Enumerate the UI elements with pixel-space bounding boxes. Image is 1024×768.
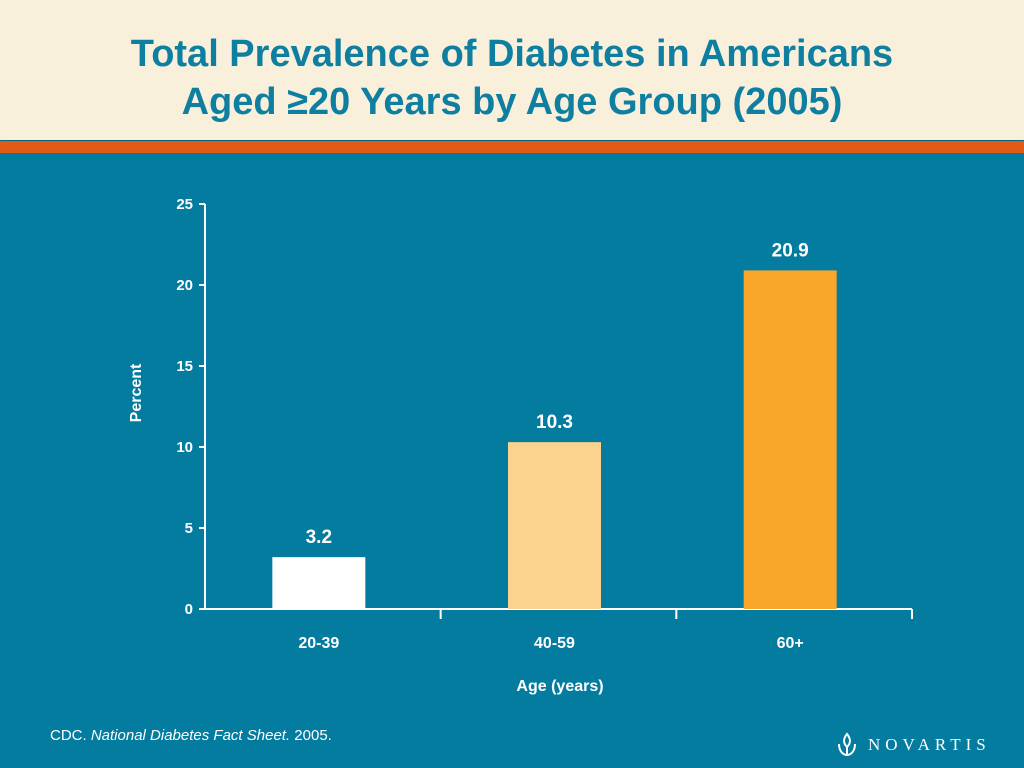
x-tick-label: 20-39 xyxy=(298,635,339,652)
source-citation: CDC. National Diabetes Fact Sheet. 2005. xyxy=(50,727,332,744)
source-title: National Diabetes Fact Sheet. xyxy=(90,727,291,744)
x-tick-label: 60+ xyxy=(777,635,804,652)
source-year: 2005. xyxy=(290,727,332,744)
y-axis-title: Percent xyxy=(128,363,145,422)
y-tick-label: 25 xyxy=(176,196,193,213)
bar-20-39 xyxy=(272,557,366,609)
novartis-flame-icon xyxy=(838,732,856,757)
bar-value-label: 20.9 xyxy=(772,240,809,261)
slide-title-line-1: Total Prevalence of Diabetes in American… xyxy=(130,33,894,75)
y-tick-label: 10 xyxy=(176,439,193,456)
y-tick-label: 0 xyxy=(185,601,193,618)
accent-stripe xyxy=(0,141,1024,153)
novartis-logo: NOVARTIS xyxy=(836,730,991,760)
title-banner: Total Prevalence of Diabetes in American… xyxy=(0,0,1024,140)
slide-title-line-2: Aged ≥20 Years by Age Group (2005) xyxy=(181,81,843,123)
bar-40-59 xyxy=(508,442,601,609)
y-tick-label: 20 xyxy=(176,277,193,294)
y-tick-label: 5 xyxy=(185,520,193,537)
slide-title: Total Prevalence of Diabetes in American… xyxy=(0,30,1024,126)
chart-labels: 0 5 10 15 20 25 3.2 20-39 10.3 40-59 20.9 60+ xyxy=(176,196,808,652)
y-tick-label: 15 xyxy=(176,358,193,375)
source-prefix: CDC. xyxy=(50,727,91,744)
x-tick-label: 40-59 xyxy=(534,635,575,652)
x-axis-title: Age (years) xyxy=(516,678,603,695)
bar-60+ xyxy=(743,270,837,609)
chart-bars xyxy=(272,270,837,609)
bar-value-label: 3.2 xyxy=(306,527,332,548)
logo-wordmark: NOVARTIS xyxy=(868,735,991,754)
bar-value-label: 10.3 xyxy=(536,412,573,433)
